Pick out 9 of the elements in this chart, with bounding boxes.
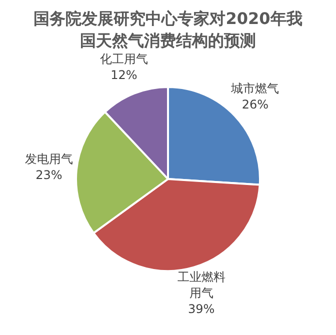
data-label: 12% [110, 68, 138, 82]
data-label: 39% [188, 302, 215, 316]
slice-label: 工业燃料用气 [177, 270, 226, 300]
data-label: 26% [242, 97, 269, 112]
data-label: 23% [36, 168, 62, 182]
chart-title: 国务院发展研究中心专家对2020年我国天然气消费结构的预测 [33, 8, 303, 52]
slice-label: 发电用气 [24, 152, 73, 166]
slice-label: 城市燃气 [230, 81, 280, 96]
slice-label: 化工用气 [100, 52, 148, 66]
